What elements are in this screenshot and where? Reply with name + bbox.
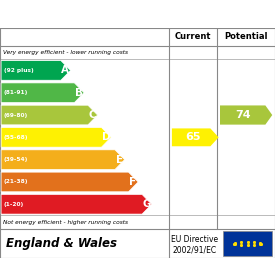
Text: C: C <box>89 110 96 120</box>
Text: E: E <box>116 155 123 165</box>
Text: Energy Efficiency Rating: Energy Efficiency Rating <box>8 7 192 20</box>
Text: B: B <box>75 88 83 98</box>
Text: (21-38): (21-38) <box>4 180 28 184</box>
Polygon shape <box>1 150 125 170</box>
Text: Current: Current <box>175 32 211 41</box>
Text: (55-68): (55-68) <box>4 135 28 140</box>
Text: A: A <box>61 66 69 75</box>
Text: 2002/91/EC: 2002/91/EC <box>172 245 217 254</box>
Text: (69-80): (69-80) <box>4 112 28 118</box>
Text: D: D <box>102 132 111 142</box>
Text: 65: 65 <box>185 132 200 142</box>
Polygon shape <box>1 61 70 80</box>
Text: England & Wales: England & Wales <box>6 237 117 250</box>
Text: Potential: Potential <box>224 32 268 41</box>
Text: (81-91): (81-91) <box>4 90 28 95</box>
Polygon shape <box>172 128 219 146</box>
Text: F: F <box>129 177 136 187</box>
Text: Not energy efficient - higher running costs: Not energy efficient - higher running co… <box>3 220 128 225</box>
Text: Very energy efficient - lower running costs: Very energy efficient - lower running co… <box>3 50 128 55</box>
Polygon shape <box>220 106 272 125</box>
Text: (39-54): (39-54) <box>4 157 28 162</box>
Text: 74: 74 <box>236 110 251 120</box>
Polygon shape <box>1 127 111 147</box>
Text: (92 plus): (92 plus) <box>4 68 34 73</box>
Text: EU Directive: EU Directive <box>171 235 218 244</box>
Polygon shape <box>1 172 138 192</box>
Polygon shape <box>1 105 98 125</box>
Polygon shape <box>1 195 152 214</box>
FancyBboxPatch shape <box>223 231 272 256</box>
Text: G: G <box>143 199 151 209</box>
Text: (1-20): (1-20) <box>4 202 24 207</box>
Polygon shape <box>1 83 84 102</box>
